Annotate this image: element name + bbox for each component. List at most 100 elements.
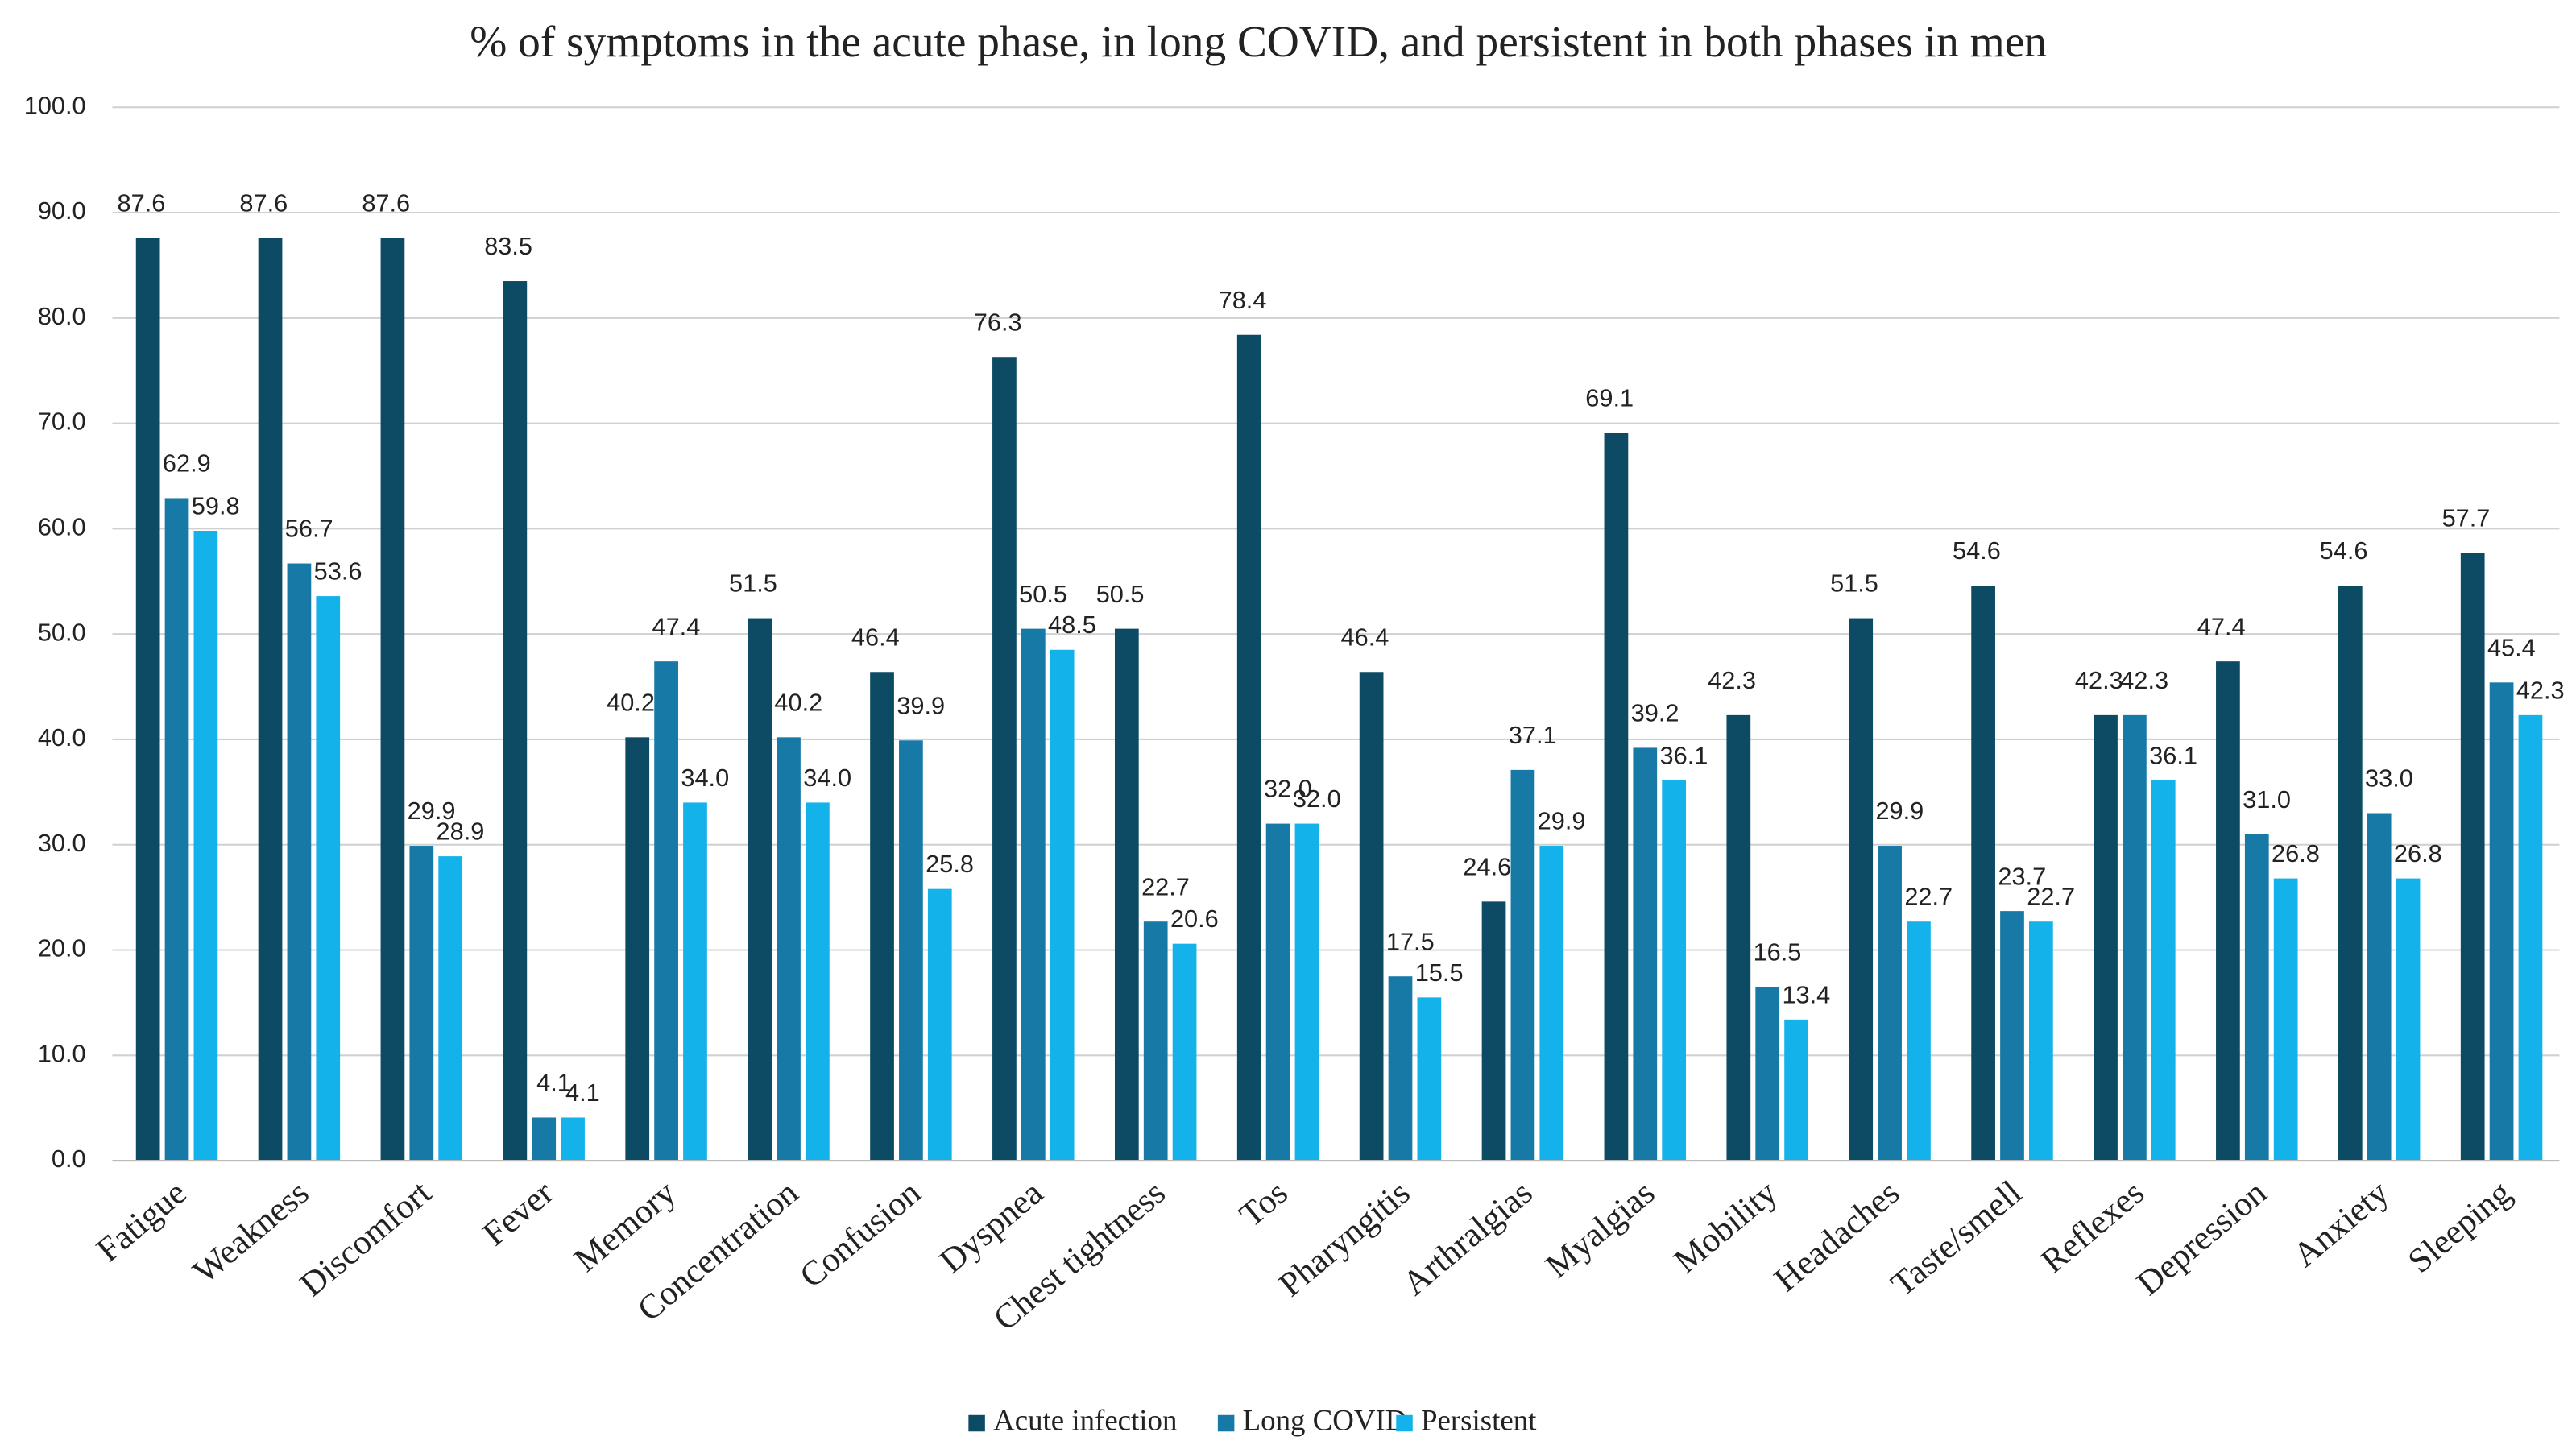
data-label: 33.0 — [2365, 764, 2413, 793]
data-label: 51.5 — [729, 569, 777, 598]
x-tick-label: Headaches — [1767, 1174, 1907, 1299]
bar — [1726, 714, 1751, 1161]
x-tick-label: Tos — [1232, 1174, 1294, 1235]
x-tick-label: Depression — [2130, 1174, 2274, 1302]
x-tick-label: Pharyngitis — [1272, 1174, 1417, 1304]
data-label: 22.7 — [1904, 883, 1953, 911]
data-label: 87.6 — [118, 189, 166, 217]
data-label: 32.0 — [1293, 785, 1341, 813]
x-tick-label: Anxiety — [2286, 1174, 2396, 1274]
data-label: 26.8 — [2394, 839, 2442, 867]
data-label: 29.9 — [1538, 806, 1586, 834]
bar — [992, 357, 1017, 1161]
x-tick-label: Dyspnea — [933, 1174, 1050, 1281]
data-label: 53.6 — [314, 557, 362, 586]
bar — [1050, 649, 1075, 1161]
data-label: 29.9 — [408, 797, 456, 825]
data-label: 50.5 — [1019, 580, 1067, 608]
data-label: 51.5 — [1830, 569, 1878, 598]
bar — [1172, 943, 1197, 1161]
bar — [2216, 661, 2240, 1161]
bar — [1294, 823, 1319, 1161]
data-label: 40.2 — [607, 688, 655, 716]
bar — [870, 672, 894, 1161]
bar — [193, 530, 218, 1161]
bar — [625, 737, 650, 1161]
data-label: 32.0 — [1264, 775, 1312, 803]
bar — [2244, 834, 2269, 1161]
y-tick-label: 10.0 — [38, 1039, 86, 1067]
data-label: 4.1 — [536, 1069, 571, 1097]
data-label: 54.6 — [1953, 536, 2001, 565]
legend-swatch — [1396, 1414, 1413, 1432]
data-label: 50.5 — [1096, 580, 1145, 608]
bar — [2151, 780, 2176, 1161]
data-label: 31.0 — [2243, 785, 2291, 814]
data-label: 48.5 — [1048, 611, 1096, 639]
bar — [2460, 553, 2485, 1161]
bar — [1021, 628, 1046, 1161]
bar — [2123, 714, 2147, 1161]
x-tick-label: Fever — [476, 1174, 561, 1253]
data-label: 4.1 — [565, 1078, 600, 1107]
data-label: 62.9 — [163, 449, 211, 478]
y-tick-label: 20.0 — [38, 934, 86, 963]
data-label: 87.6 — [239, 189, 288, 217]
bar — [2094, 714, 2118, 1161]
data-label: 42.3 — [2120, 666, 2168, 694]
bar — [1907, 921, 1931, 1161]
bar — [258, 238, 283, 1161]
bar — [899, 740, 923, 1161]
bar — [1539, 846, 1564, 1161]
data-label: 76.3 — [974, 308, 1022, 336]
legend-label: Acute infection — [993, 1403, 1177, 1436]
bar — [1143, 921, 1168, 1161]
data-label: 22.7 — [2027, 883, 2075, 911]
x-tick-label: Memory — [567, 1174, 683, 1280]
legend-label: Persistent — [1421, 1403, 1537, 1436]
bar — [654, 661, 678, 1161]
data-label: 47.4 — [652, 612, 700, 640]
x-tick-label: Arthralgias — [1396, 1174, 1540, 1302]
x-tick-label: Confusion — [793, 1174, 928, 1295]
y-tick-label: 60.0 — [38, 513, 86, 541]
data-label: 36.1 — [1660, 741, 1708, 769]
data-label: 28.9 — [437, 818, 485, 846]
bar — [561, 1117, 585, 1161]
bar — [748, 618, 772, 1161]
bar — [532, 1117, 557, 1161]
data-label: 40.2 — [774, 688, 822, 716]
bar — [2489, 682, 2514, 1161]
bar — [1388, 976, 1413, 1161]
bar — [438, 856, 463, 1161]
bar — [287, 563, 312, 1161]
data-label: 25.8 — [926, 850, 974, 878]
bar — [1633, 747, 1658, 1161]
bar — [1417, 997, 1442, 1161]
data-label: 54.6 — [2320, 536, 2368, 565]
bar — [2367, 813, 2392, 1161]
data-label: 57.7 — [2442, 504, 2491, 532]
data-label: 24.6 — [1463, 852, 1511, 880]
data-label: 47.4 — [2197, 612, 2246, 640]
data-label: 34.0 — [803, 764, 851, 792]
bar — [1359, 672, 1384, 1161]
x-tick-label: Sleeping — [2401, 1174, 2519, 1281]
data-label: 83.5 — [484, 232, 532, 260]
data-label: 42.3 — [1708, 666, 1756, 694]
bar — [1481, 901, 1506, 1161]
y-tick-label: 70.0 — [38, 408, 86, 436]
data-label: 13.4 — [1782, 980, 1830, 1008]
x-tick-label: Discomfort — [293, 1174, 438, 1304]
data-label: 78.4 — [1219, 286, 1267, 314]
bar — [164, 498, 189, 1161]
bar — [1114, 628, 1139, 1161]
data-label: 87.6 — [362, 189, 410, 217]
data-label: 46.4 — [1341, 623, 1389, 651]
bar — [806, 802, 830, 1161]
data-label: 23.7 — [1998, 862, 2046, 890]
y-tick-label: 40.0 — [38, 723, 86, 751]
bar — [1236, 334, 1261, 1161]
